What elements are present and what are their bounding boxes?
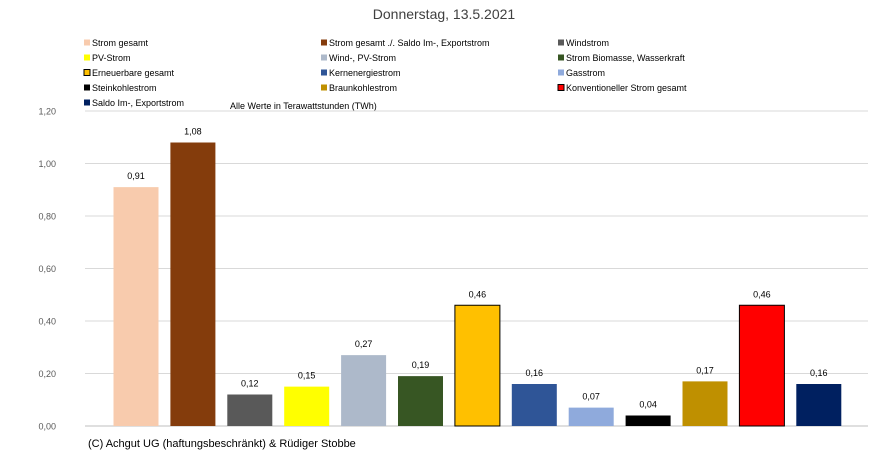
bar — [568, 407, 614, 426]
bar — [625, 415, 671, 426]
bar-value-label: 0,17 — [696, 365, 714, 375]
legend-label: Steinkohlestrom — [92, 83, 157, 93]
bar-value-label: 0,46 — [753, 289, 771, 299]
y-tick-label: 1,00 — [38, 159, 56, 169]
y-tick-label: 0,40 — [38, 317, 56, 327]
legend-label: Erneuerbare gesamt — [92, 68, 175, 78]
y-tick-label: 0,60 — [38, 264, 56, 274]
legend-swatch — [321, 39, 327, 46]
bar-value-label: 0,16 — [810, 368, 828, 378]
bar — [284, 386, 330, 426]
bar-value-label: 0,27 — [355, 339, 373, 349]
bar-value-label: 0,07 — [582, 392, 600, 402]
legend-item: Windstrom — [558, 38, 609, 48]
legend-label: Gasstrom — [566, 68, 605, 78]
bar-value-label: 0,91 — [127, 171, 145, 181]
bar-value-label: 0,46 — [469, 289, 487, 299]
legend-swatch — [558, 54, 564, 61]
legend-item: Steinkohlestrom — [84, 83, 157, 93]
legend-item: Saldo Im-, Exportstrom — [84, 98, 184, 108]
y-axis: 0,00 0,20 0,40 0,60 0,80 1,00 1,20 — [38, 107, 56, 432]
legend-label: Konventioneller Strom gesamt — [566, 83, 687, 93]
legend-item: Strom gesamt ./. Saldo Im-, Exportstrom — [321, 38, 490, 48]
legend-label: Strom gesamt ./. Saldo Im-, Exportstrom — [329, 38, 490, 48]
legend-swatch — [557, 84, 565, 91]
y-tick-label: 0,00 — [38, 422, 56, 432]
legend-swatch — [558, 69, 564, 76]
legend-label: Strom gesamt — [92, 38, 149, 48]
bar — [398, 376, 443, 426]
chart-title: Donnerstag, 13.5.2021 — [373, 6, 516, 22]
legend-item: Wind-, PV-Strom — [321, 53, 396, 63]
legend-item: Strom gesamt — [84, 38, 149, 48]
legend-item: Braunkohlestrom — [321, 83, 397, 93]
legend-swatch — [321, 69, 327, 76]
y-tick-label: 0,20 — [38, 369, 56, 379]
legend-label: Windstrom — [566, 38, 609, 48]
legend-item: Kernenergiestrom — [321, 68, 401, 78]
bar — [796, 384, 842, 426]
copyright-footer: (C) Achgut UG (haftungsbeschränkt) & Rüd… — [88, 438, 356, 450]
bar-value-label: 0,12 — [241, 379, 259, 389]
legend: Strom gesamt Strom gesamt ./. Saldo Im-, … — [83, 38, 687, 108]
bars — [113, 142, 842, 427]
bar-value-label: 0,19 — [412, 360, 430, 370]
bar-value-label: 0,04 — [639, 400, 657, 410]
bar-labels: 0,91 1,08 0,12 0,15 0,27 0,19 0,46 0,16 0,07 0,04… — [127, 127, 827, 410]
legend-swatch — [84, 99, 90, 106]
y-tick-label: 1,20 — [38, 107, 56, 117]
legend-item: PV-Strom — [84, 53, 131, 63]
legend-swatch — [84, 84, 90, 91]
legend-label: Braunkohlestrom — [329, 83, 397, 93]
legend-swatch — [83, 69, 91, 76]
legend-item: Erneuerbare gesamt — [83, 68, 175, 78]
bar — [170, 142, 216, 426]
legend-label: Saldo Im-, Exportstrom — [92, 98, 184, 108]
bar — [511, 384, 557, 426]
bar — [738, 304, 785, 427]
legend-label: Kernenergiestrom — [329, 68, 401, 78]
legend-item: Strom Biomasse, Wasserkraft — [558, 53, 685, 63]
legend-item: Gasstrom — [558, 68, 605, 78]
chart-subtitle: Alle Werte in Terawattstunden (TWh) — [230, 101, 377, 111]
bar-value-label: 1,08 — [184, 127, 202, 137]
legend-swatch — [84, 54, 90, 61]
legend-item: Konventioneller Strom gesamt — [557, 83, 687, 93]
legend-label: Strom Biomasse, Wasserkraft — [566, 53, 685, 63]
legend-swatch — [321, 84, 327, 91]
bar — [341, 355, 387, 426]
bar-value-label: 0,16 — [526, 368, 544, 378]
bar — [454, 304, 501, 427]
legend-label: Wind-, PV-Strom — [329, 53, 396, 63]
bar — [113, 187, 159, 426]
bar — [682, 381, 728, 426]
bar — [227, 394, 273, 426]
legend-swatch — [558, 39, 564, 46]
y-tick-label: 0,80 — [38, 212, 56, 222]
legend-swatch — [84, 39, 90, 46]
legend-swatch — [321, 54, 327, 61]
bar-value-label: 0,15 — [298, 371, 316, 381]
legend-label: PV-Strom — [92, 53, 131, 63]
